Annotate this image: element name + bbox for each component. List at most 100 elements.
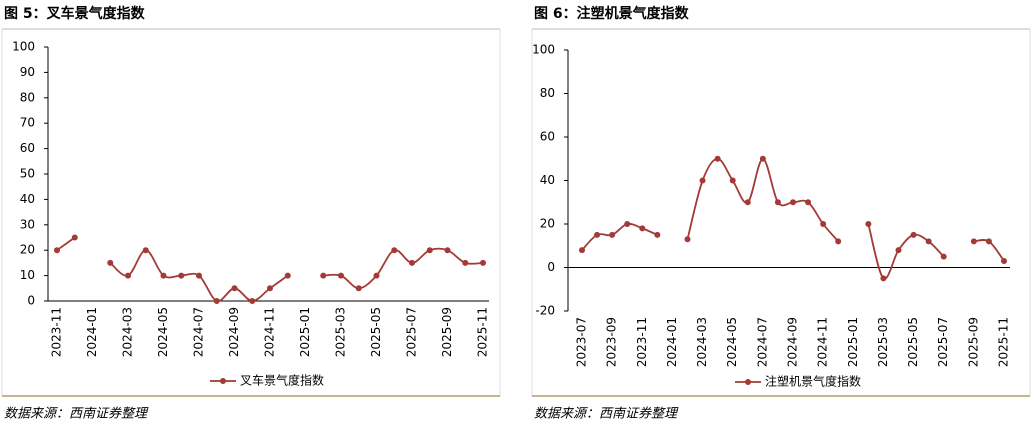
y-tick-label: -20	[535, 304, 555, 318]
x-tick-label: 2023-11	[635, 317, 649, 367]
x-tick-label: 2025-11	[997, 317, 1011, 367]
data-point	[196, 272, 202, 279]
y-tick-label: 40	[20, 192, 35, 206]
data-point	[125, 272, 131, 279]
x-tick-label: 2025-01	[298, 307, 312, 357]
data-point	[910, 231, 917, 238]
x-tick-label: 2024-11	[263, 307, 277, 357]
data-point	[1001, 257, 1007, 264]
data-point	[178, 272, 185, 279]
x-tick-label: 2023-09	[605, 317, 619, 367]
source-note: 数据来源：西南证券整理	[534, 407, 679, 422]
data-point	[820, 221, 827, 227]
data-point	[835, 238, 842, 245]
x-tick-label: 2025-09	[966, 317, 980, 367]
x-tick-label: 2025-05	[369, 307, 383, 357]
data-point	[925, 238, 932, 245]
data-point	[213, 298, 220, 304]
y-tick-label: 30	[20, 217, 35, 231]
legend-label: 叉车景气度指数	[240, 373, 324, 388]
data-point	[373, 272, 380, 279]
data-point	[391, 247, 398, 254]
data-point	[462, 259, 469, 266]
x-tick-label: 2024-07	[755, 317, 769, 367]
chart-title: 图 5：叉车景气度指数	[4, 5, 146, 22]
data-point	[284, 272, 291, 279]
y-tick-label: 0	[547, 260, 555, 274]
data-point	[714, 155, 721, 162]
x-tick-label: 2025-07	[405, 307, 419, 357]
data-point	[805, 199, 812, 206]
data-point	[970, 238, 977, 245]
data-point	[790, 199, 796, 206]
x-tick-label: 2025-03	[876, 317, 890, 367]
x-tick-label: 2025-05	[906, 317, 920, 367]
y-tick-label: 20	[540, 217, 555, 231]
data-point	[320, 272, 327, 279]
legend-marker	[745, 379, 751, 385]
y-tick-label: 60	[540, 130, 555, 144]
data-point	[895, 247, 902, 254]
y-tick-label: 80	[20, 90, 35, 104]
chart-title: 图 6：注塑机景气度指数	[534, 5, 690, 22]
data-point	[865, 221, 872, 227]
x-tick-label: 2024-03	[695, 317, 709, 367]
data-point	[444, 247, 451, 254]
data-point	[409, 259, 415, 266]
data-point	[54, 247, 60, 254]
x-tick-label: 2023-11	[50, 307, 64, 357]
data-point	[355, 285, 362, 292]
data-point	[985, 238, 992, 245]
data-point	[624, 221, 631, 227]
data-point	[684, 236, 691, 243]
data-point	[142, 247, 149, 254]
y-tick-label: 70	[20, 116, 35, 130]
y-tick-label: 100	[12, 40, 35, 54]
data-point	[249, 298, 256, 304]
y-tick-label: 20	[20, 243, 35, 257]
x-tick-label: 2024-11	[816, 317, 830, 367]
y-tick-label: 50	[20, 167, 35, 181]
data-point	[699, 177, 706, 184]
y-tick-label: 90	[20, 65, 35, 79]
data-point	[940, 253, 947, 260]
data-point	[426, 247, 433, 254]
x-tick-label: 2024-07	[192, 307, 206, 357]
y-tick-label: 10	[20, 268, 35, 282]
data-point	[579, 247, 585, 254]
series-line	[581, 157, 1005, 280]
x-tick-label: 2024-05	[156, 307, 170, 357]
x-tick-label: 2023-07	[575, 317, 589, 367]
data-point	[654, 231, 661, 238]
legend-marker	[220, 378, 226, 384]
data-point	[594, 231, 601, 238]
data-point	[729, 177, 736, 184]
x-tick-label: 2024-05	[725, 317, 739, 367]
data-point	[231, 285, 238, 292]
y-tick-label: 0	[27, 294, 35, 308]
x-tick-label: 2024-01	[85, 307, 99, 357]
x-tick-label: 2024-09	[786, 317, 800, 367]
data-point	[107, 259, 114, 266]
y-tick-label: 40	[540, 173, 555, 187]
x-tick-label: 2024-09	[227, 307, 241, 357]
x-tick-label: 2025-01	[846, 317, 860, 367]
data-point	[744, 199, 751, 206]
data-point	[71, 234, 78, 241]
x-tick-label: 2025-09	[440, 307, 454, 357]
data-point	[480, 259, 486, 266]
x-tick-label: 2024-03	[121, 307, 135, 357]
data-point	[338, 272, 344, 279]
data-point	[267, 285, 273, 292]
y-tick-label: 80	[540, 86, 555, 100]
data-point	[160, 272, 167, 279]
data-point	[880, 275, 887, 282]
series-line	[56, 236, 484, 302]
y-tick-label: 100	[532, 43, 555, 57]
source-note: 数据来源：西南证券整理	[4, 407, 149, 422]
x-tick-label: 2025-07	[936, 317, 950, 367]
legend-label: 注塑机景气度指数	[765, 374, 861, 389]
data-point	[774, 199, 781, 206]
x-tick-label: 2024-01	[665, 317, 679, 367]
